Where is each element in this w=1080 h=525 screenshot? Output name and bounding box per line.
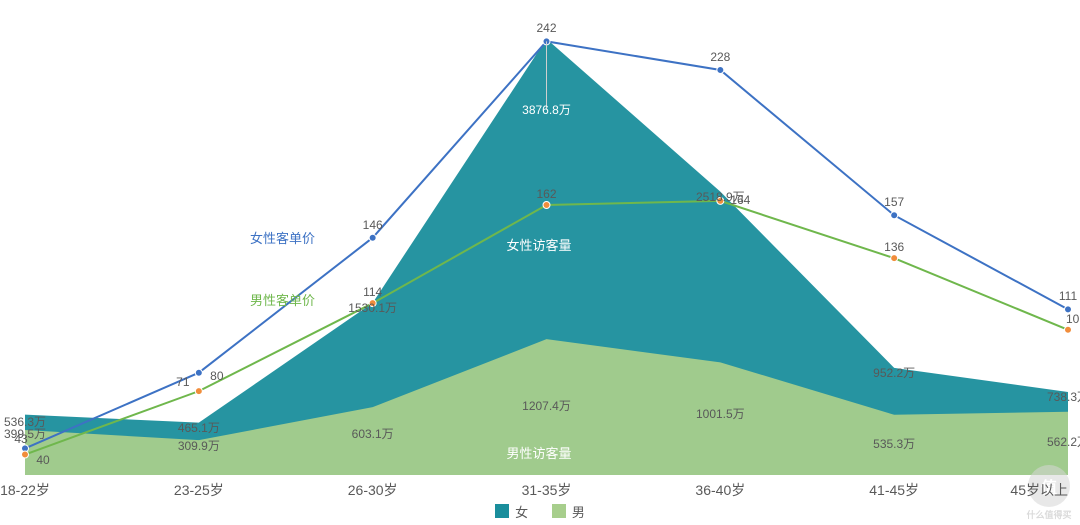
female-price-line-marker <box>891 212 898 219</box>
legend-item: 男 <box>552 502 585 521</box>
female-price-label: 80 <box>210 369 223 383</box>
male-visitors-label: 535.3万 <box>873 435 915 452</box>
male-visitors-label: 562.2万 <box>1047 433 1080 450</box>
male-price-label: 162 <box>536 187 556 201</box>
female-visitors-series-label: 女性访客量 <box>507 235 572 254</box>
male-visitors-label: 399.5万 <box>4 425 46 442</box>
female-price-series-label: 女性客单价 <box>250 228 315 247</box>
female-price-line-marker <box>369 234 376 241</box>
male-price-label: 136 <box>884 240 904 254</box>
x-axis-label: 26-30岁 <box>348 480 398 500</box>
female-visitors-label: 738.3万 <box>1047 388 1080 405</box>
x-axis-label: 31-35岁 <box>522 480 572 500</box>
female-visitors-label: 952.2万 <box>873 364 915 381</box>
x-axis-label: 45岁以上 <box>1010 480 1068 500</box>
x-axis-label: 41-45岁 <box>869 480 919 500</box>
female-visitors-label: 3876.8万 <box>522 101 571 118</box>
female-visitors-label: 465.1万 <box>178 419 220 436</box>
female-visitors-label: 2518.9万 <box>696 188 745 205</box>
legend: 女 男 <box>0 502 1080 522</box>
male-price-label: 101 <box>1066 312 1080 326</box>
x-axis-label: 18-22岁 <box>0 480 50 500</box>
female-price-line-marker <box>717 67 724 74</box>
female-price-label: 111 <box>1059 289 1077 303</box>
female-price-label: 146 <box>363 218 383 232</box>
female-price-line-marker <box>195 369 202 376</box>
female-price-label: 157 <box>884 195 904 209</box>
male-visitors-label: 603.1万 <box>352 425 394 442</box>
male-price-line-marker <box>22 451 29 458</box>
female-price-label: 242 <box>536 21 556 35</box>
female-visitors-label: 1530.1万 <box>348 299 397 316</box>
male-price-line-marker <box>891 255 898 262</box>
male-price-label: 114 <box>363 285 382 299</box>
male-price-label: 71 <box>176 375 189 389</box>
male-price-line-marker <box>195 388 202 395</box>
watermark-sub: 什么值得买 <box>1009 508 1080 521</box>
male-visitors-label: 1001.5万 <box>696 405 745 422</box>
male-price-line-marker <box>543 202 550 209</box>
male-price-line-marker <box>1065 326 1072 333</box>
male-price-series-label: 男性客单价 <box>250 290 315 309</box>
female-price-label: 228 <box>710 50 730 64</box>
x-axis-label: 23-25岁 <box>174 480 224 500</box>
male-visitors-label: 1207.4万 <box>522 397 571 414</box>
male-price-label: 40 <box>36 453 49 467</box>
male-visitors-series-label: 男性访客量 <box>507 443 572 462</box>
x-axis-label: 36-40岁 <box>695 480 745 500</box>
male-visitors-label: 309.9万 <box>178 437 220 454</box>
legend-item: 女 <box>495 502 528 521</box>
